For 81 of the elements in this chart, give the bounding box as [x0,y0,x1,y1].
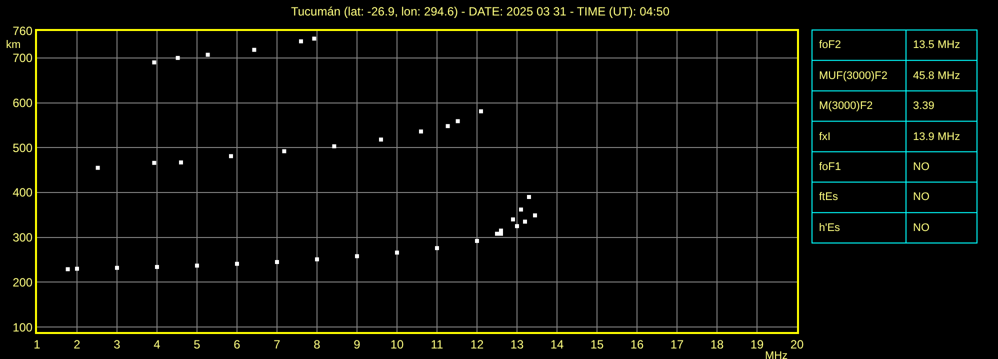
point [523,220,527,224]
point [519,208,523,212]
category-label: M(3000)F2 [819,100,873,112]
category-label: NO [913,222,930,234]
point [252,48,256,52]
point [456,119,460,124]
category-label: 13.5 MHz [913,39,960,51]
category-label: NO [913,161,930,173]
point [533,213,537,218]
y-tick-label: 200 [12,275,33,290]
x-tick-label: 8 [314,337,321,352]
x-axis-title: MHz [765,350,788,359]
point [315,257,319,262]
chart-title: Tucumán (lat: -26.9, lon: 294.6) - DATE: 2025 03 31 - TIME (UT): 04:50 [291,4,670,18]
point [419,129,423,134]
category-label: 13.9 MHz [913,131,960,143]
point [312,36,316,41]
x-tick-label: 11 [430,337,444,352]
point [235,262,239,266]
point [299,39,303,44]
category-label: 3.39 [913,100,934,112]
point [511,217,515,222]
category-label: fxI [819,131,831,143]
point [332,144,336,148]
point [479,109,483,114]
point [66,267,70,272]
category-label: 45.8 MHz [913,70,960,82]
point [515,224,519,228]
x-tick-label: 10 [390,337,404,352]
x-tick-label: 7 [274,337,281,352]
x-tick-label: 1 [34,337,41,352]
y-axis-title: km [6,39,21,51]
point [475,238,479,243]
y-tick-label: 600 [12,96,33,110]
point [379,138,383,142]
point [275,260,279,264]
x-tick-label: 16 [630,337,644,352]
category-label: MUF(3000)F2 [819,70,888,82]
point [206,52,210,57]
point [152,160,156,165]
y-tick-label: 100 [12,320,33,334]
y-tick-label: 300 [12,230,33,245]
x-tick-label: 9 [354,337,361,352]
x-tick-label: 20 [790,337,804,352]
point [395,250,399,255]
x-tick-label: 5 [194,337,201,352]
point [435,246,439,250]
point [282,149,286,154]
x-tick-label: 12 [470,337,484,352]
x-tick-label: 6 [234,337,241,352]
y-tick-label: 500 [12,140,33,155]
y-tick-label: 700 [12,51,33,66]
x-tick-label: 4 [154,337,161,352]
point [527,194,531,199]
category-label: foF1 [819,161,842,173]
y-tick-label: 400 [12,186,33,200]
point [446,124,450,128]
x-tick-label: 19 [750,337,764,352]
point [96,166,100,170]
point [495,232,499,236]
x-tick-label: 14 [550,337,564,352]
point [75,266,79,271]
point [155,264,159,269]
category-label: h'Es [819,222,840,234]
point [195,264,199,268]
point [115,266,119,270]
point [229,154,233,158]
y-tick-label: 760 [12,24,33,38]
point [355,254,359,258]
x-tick-label: 17 [670,337,684,352]
category-label: foF2 [819,39,842,51]
x-tick-label: 13 [510,337,524,352]
x-tick-label: 18 [710,337,724,352]
category-label: ftEs [819,191,838,203]
x-tick-label: 15 [590,337,604,352]
category-label: NO [913,191,930,203]
x-tick-label: 2 [74,337,81,352]
point [176,56,180,60]
x-tick-label: 3 [114,337,121,352]
point [179,160,183,164]
point [152,60,156,64]
